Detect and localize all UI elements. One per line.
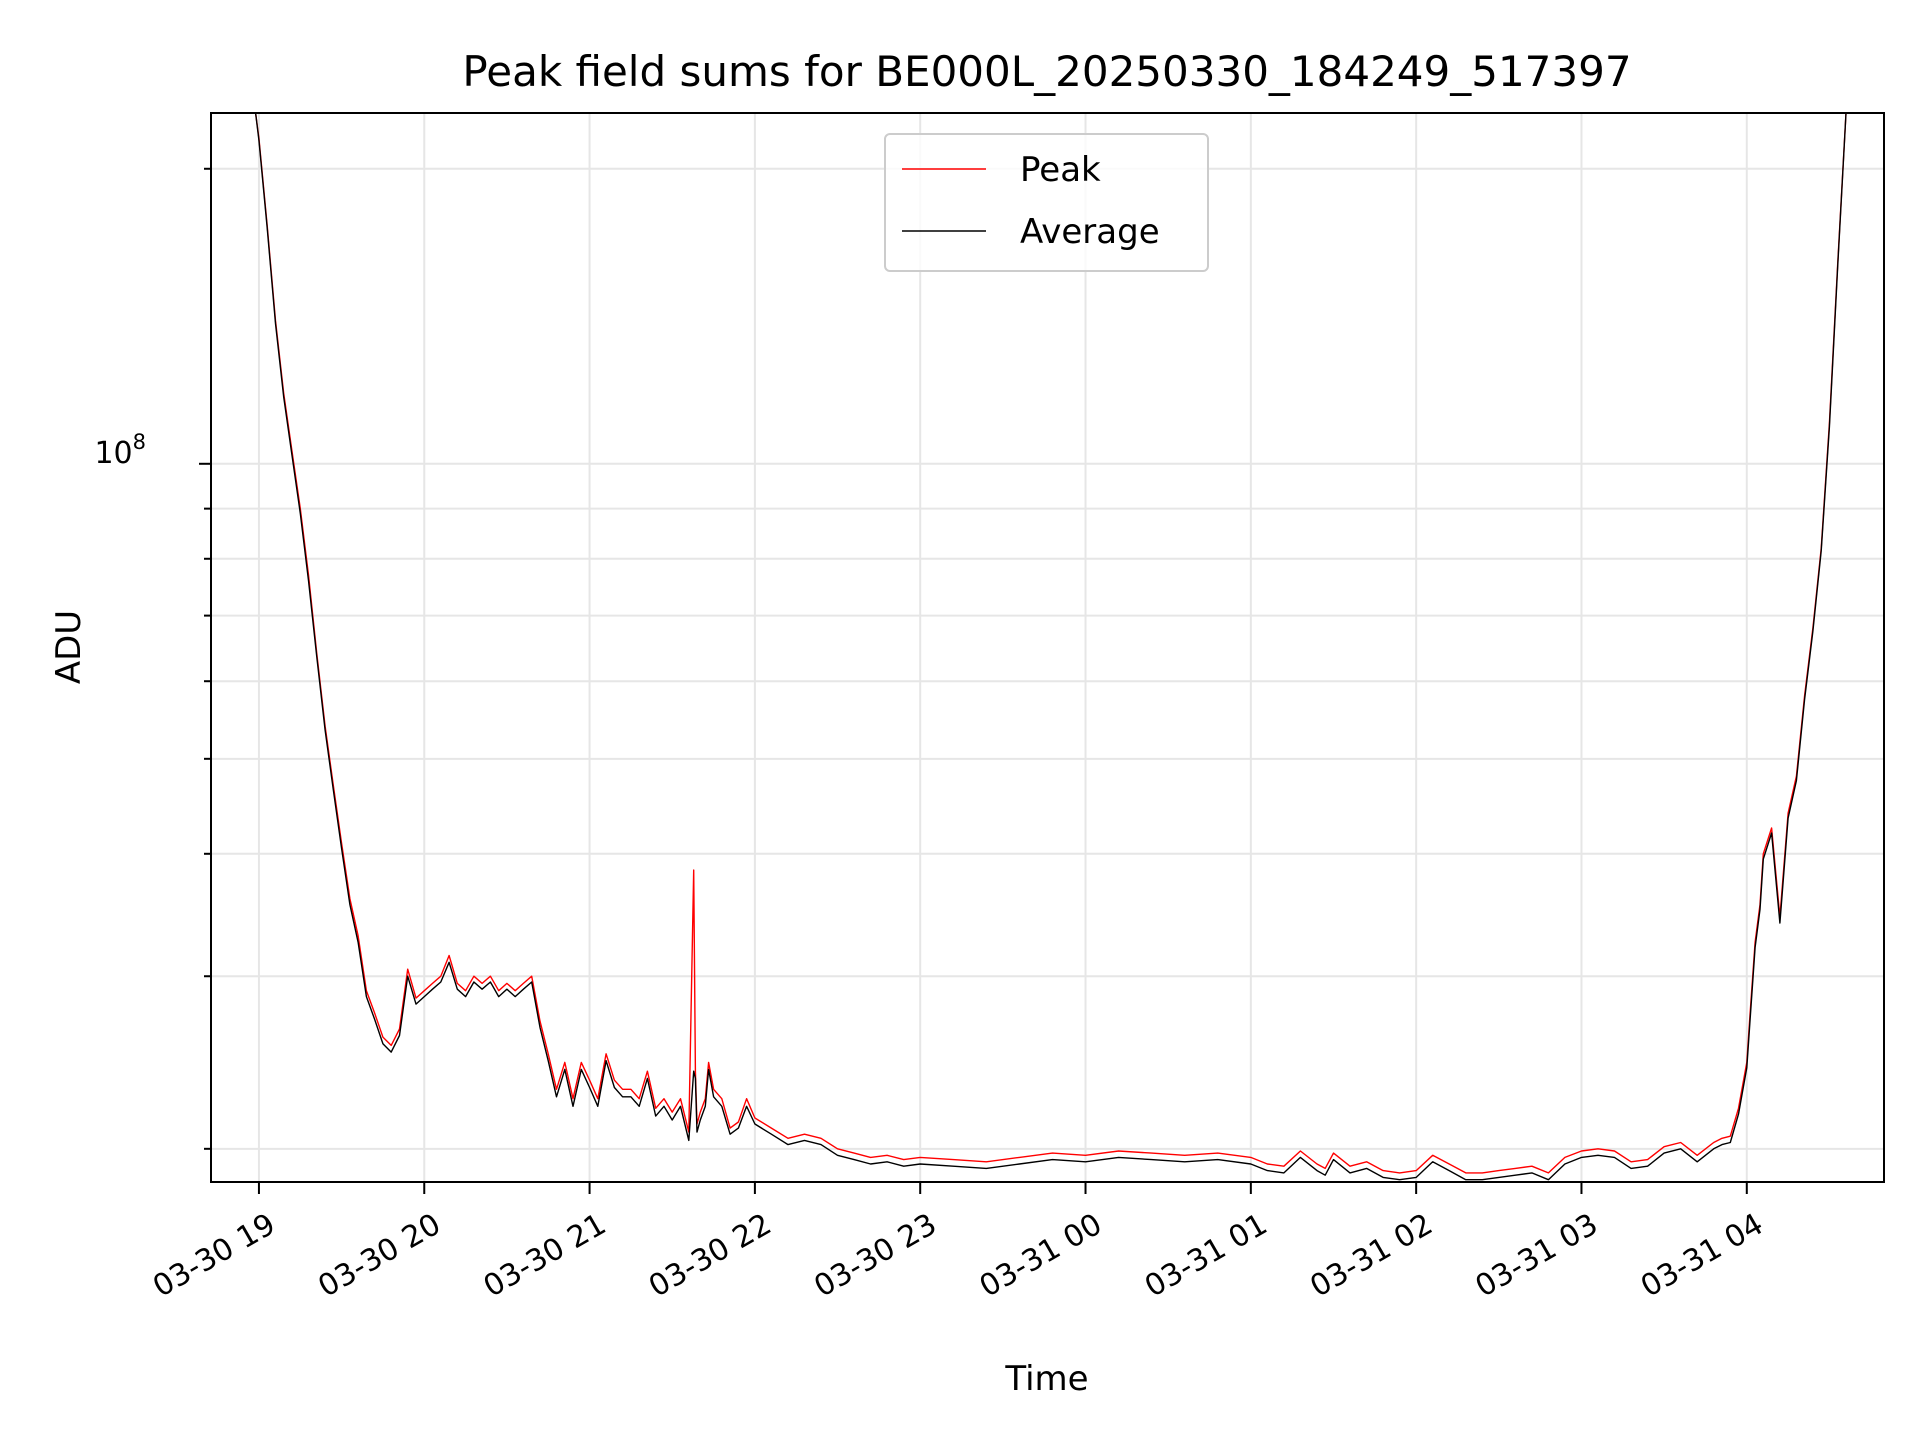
y-tick-exponent: 8 bbox=[133, 430, 146, 454]
x-axis-title: Time bbox=[1004, 1359, 1088, 1399]
y-axis-title: ADU bbox=[49, 610, 89, 684]
series-layer bbox=[211, 112, 1847, 1181]
legend: Peak Average bbox=[884, 133, 1209, 272]
legend-label-average: Average bbox=[1020, 212, 1160, 252]
series-line-peak bbox=[211, 112, 1847, 1174]
series-line-average bbox=[211, 112, 1847, 1181]
y-tick-label-1e8: 108 bbox=[94, 430, 146, 471]
chart-title: Peak field sums for BE000L_20250330_1842… bbox=[462, 47, 1631, 96]
y-tick-base: 10 bbox=[94, 436, 132, 471]
plot-frame bbox=[210, 112, 1885, 1183]
y-axis-ticks bbox=[199, 167, 211, 1150]
legend-label-peak: Peak bbox=[1020, 150, 1101, 190]
